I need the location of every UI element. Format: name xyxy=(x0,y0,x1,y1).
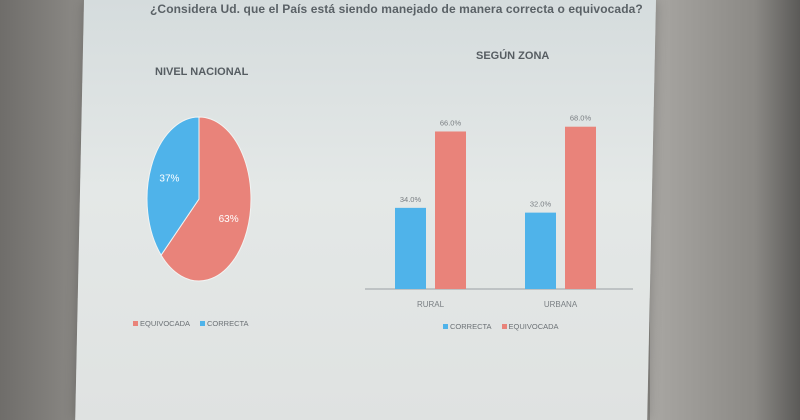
legend-label-equivocada: EQUIVOCADA xyxy=(140,319,191,328)
pie-title: NIVEL NACIONAL xyxy=(155,66,249,78)
bar-rural-correcta xyxy=(395,207,426,289)
bar-value-label: 68.0% xyxy=(570,114,592,123)
bar-urbana-equivocada xyxy=(565,126,596,289)
legend-swatch-correcta xyxy=(200,321,206,326)
bar-rural-equivocada xyxy=(435,131,466,289)
pie-label-correcta: 37% xyxy=(159,173,179,184)
bar-chart: 34.0% 66.0% RURAL 32.0% 68.0% URBANA xyxy=(365,114,633,309)
bar-urbana-correcta xyxy=(525,212,556,289)
legend-label-equivocada: EQUIVOCADA xyxy=(508,322,559,331)
x-tick-label-rural: RURAL xyxy=(417,300,445,309)
x-tick-label-urbana: URBANA xyxy=(544,300,578,309)
bar-legend: CORRECTA EQUIVOCADA xyxy=(443,322,559,331)
legend-swatch-equivocada xyxy=(133,321,138,326)
pie-chart: 63% 37% xyxy=(146,116,252,282)
slide-question: ¿Considera Ud. que el País está siendo m… xyxy=(150,2,643,16)
bar-title: SEGÚN ZONA xyxy=(476,50,550,62)
pie-slice-correcta xyxy=(146,116,200,257)
legend-swatch-correcta xyxy=(443,324,448,329)
room-wall-left xyxy=(0,0,90,420)
legend-item-equivocada: EQUIVOCADA xyxy=(133,319,190,328)
legend-item-correcta: CORRECTA xyxy=(443,322,492,331)
bar-value-label: 32.0% xyxy=(530,200,552,209)
pie-label-equivocada: 63% xyxy=(219,214,239,225)
pie-legend: EQUIVOCADA CORRECTA xyxy=(133,319,249,328)
pie-slice-equivocada xyxy=(160,116,252,282)
legend-label-correcta: CORRECTA xyxy=(207,319,249,328)
room-wall-right xyxy=(650,0,800,420)
bar-value-label: 34.0% xyxy=(400,195,422,204)
legend-item-equivocada: EQUIVOCADA xyxy=(501,322,559,331)
bar-value-label: 66.0% xyxy=(440,118,462,127)
legend-swatch-equivocada xyxy=(501,324,507,329)
legend-label-correcta: CORRECTA xyxy=(450,322,492,331)
legend-item-correcta: CORRECTA xyxy=(200,319,249,328)
